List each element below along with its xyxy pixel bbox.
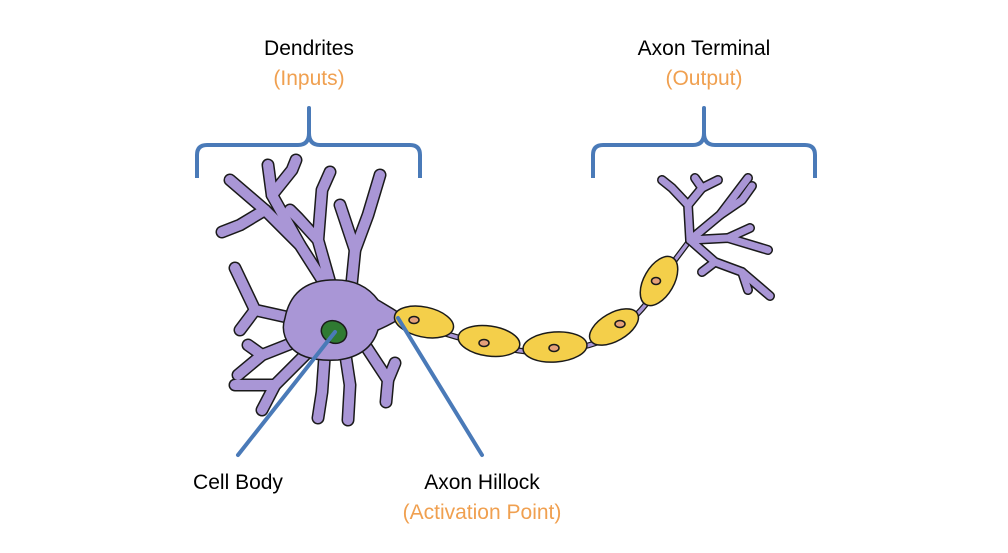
axon-hillock-subtitle: (Activation Point): [402, 501, 562, 524]
myelin-segment: [393, 305, 455, 339]
dendrites-title: Dendrites: [264, 37, 354, 60]
dendrites-label: Dendrites (Inputs): [264, 36, 354, 92]
myelin-sheaths: [393, 255, 679, 363]
cell-body-shape: [282, 279, 406, 361]
axon-terminal-subtitle: (Output): [665, 67, 743, 90]
myelin-segment: [588, 308, 640, 346]
axon-terminal-branches: [657, 173, 775, 301]
dendrites-subtitle: (Inputs): [273, 67, 345, 90]
dendrites-bracket: [195, 106, 422, 178]
cell-body-title: Cell Body: [193, 471, 283, 494]
axon-terminal-bracket: [591, 106, 817, 178]
cell-body-pointer: [236, 330, 337, 457]
cell-body-label: Cell Body: [193, 470, 283, 496]
axon-hillock-pointer: [396, 316, 484, 457]
axon-terminal-title: Axon Terminal: [637, 37, 771, 60]
axon-hillock-label: Axon Hillock (Activation Point): [403, 470, 562, 526]
axon-terminal-label: Axon Terminal (Output): [638, 36, 771, 92]
axon-hillock-title: Axon Hillock: [424, 471, 540, 494]
